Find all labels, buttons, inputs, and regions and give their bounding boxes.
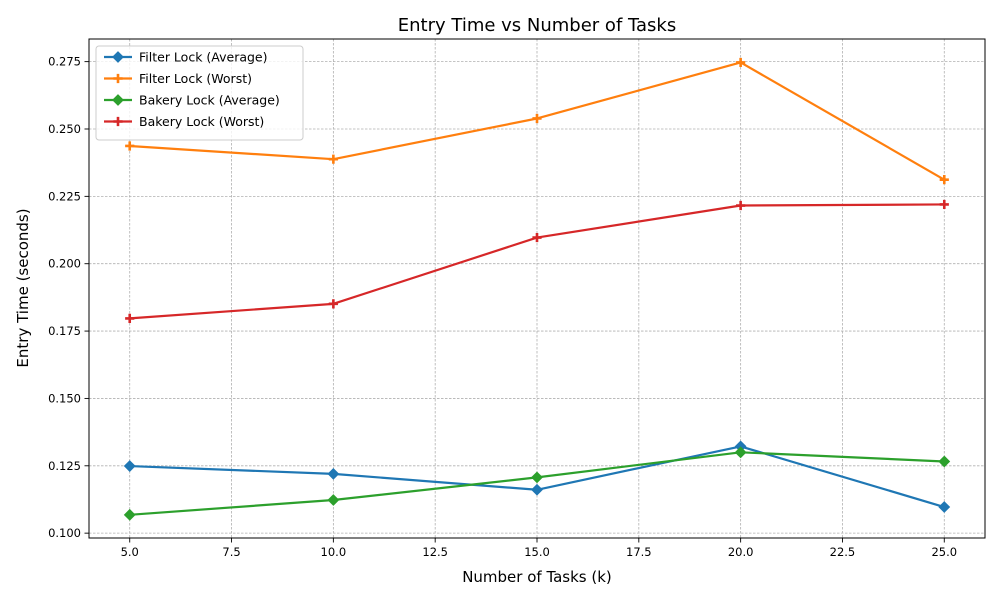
series-filter-lock-average — [123, 440, 951, 513]
x-tick-label: 5.0 — [121, 545, 139, 559]
x-tick-label: 12.5 — [422, 545, 448, 559]
legend-item: Filter Lock (Worst) — [104, 71, 252, 86]
data-point — [328, 299, 338, 309]
axis-ticks: 5.0 7.5 10.0 12.5 15.0 17.5 20.0 22.5 25.0 0.100 0… — [48, 55, 957, 559]
data-point — [736, 57, 746, 68]
series-bakery-lock-worst — [125, 199, 949, 324]
x-tick-label: 15.0 — [524, 545, 550, 559]
legend-marker — [113, 73, 123, 84]
legend-item: Bakery Lock (Worst) — [104, 114, 264, 129]
y-tick-label: 0.275 — [48, 55, 81, 69]
legend-marker — [112, 51, 124, 63]
data-point — [327, 494, 340, 506]
series-group — [123, 57, 951, 521]
data-point — [939, 175, 949, 185]
legend: Filter Lock (Average) Filter Lock (Worst)… — [95, 45, 304, 141]
data-point — [938, 501, 951, 513]
legend-marker — [112, 94, 124, 106]
data-point — [328, 154, 338, 164]
data-point — [734, 446, 747, 459]
x-tick-label: 22.5 — [830, 545, 856, 559]
legend-item: Filter Lock (Average) — [104, 50, 268, 65]
x-axis-title: Number of Tasks (k) — [462, 568, 612, 586]
data-point — [125, 141, 135, 151]
legend-marker — [113, 116, 123, 127]
legend-label: Bakery Lock (Average) — [139, 93, 280, 108]
data-point — [532, 232, 542, 243]
chart-title: Entry Time vs Number of Tasks — [398, 15, 676, 36]
data-point — [327, 467, 340, 480]
data-point — [123, 508, 136, 521]
x-tick-label: 17.5 — [626, 545, 652, 559]
y-tick-label: 0.225 — [48, 189, 81, 203]
y-tick-label: 0.250 — [48, 122, 81, 136]
legend-label: Filter Lock (Worst) — [139, 71, 252, 86]
series-filter-lock-worst — [125, 57, 949, 185]
legend-item: Bakery Lock (Average) — [104, 93, 280, 108]
x-tick-label: 10.0 — [321, 545, 347, 559]
data-point — [939, 199, 949, 210]
legend-label: Filter Lock (Average) — [139, 50, 268, 65]
legend-label: Bakery Lock (Worst) — [139, 114, 264, 129]
y-tick-label: 0.125 — [48, 459, 81, 473]
x-tick-label: 20.0 — [728, 545, 754, 559]
data-point — [123, 460, 136, 472]
y-tick-label: 0.150 — [48, 391, 81, 405]
data-point — [531, 483, 543, 496]
y-tick-label: 0.175 — [48, 324, 81, 338]
series-bakery-lock-average — [123, 446, 951, 521]
y-axis-title: Entry Time (seconds) — [14, 208, 32, 367]
data-point — [125, 313, 135, 324]
x-tick-label: 25.0 — [931, 545, 957, 559]
x-tick-label: 7.5 — [222, 545, 240, 559]
legend-box — [95, 45, 304, 141]
data-point — [736, 200, 746, 211]
data-point — [938, 455, 951, 468]
y-tick-label: 0.100 — [48, 526, 81, 540]
data-point — [531, 471, 543, 484]
data-point — [532, 113, 542, 124]
y-tick-label: 0.200 — [48, 257, 81, 271]
